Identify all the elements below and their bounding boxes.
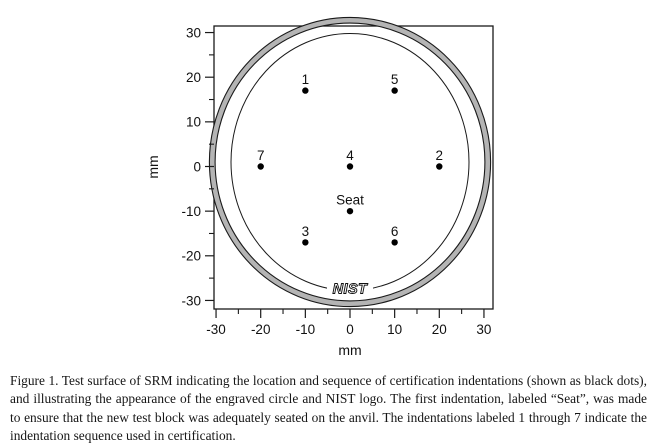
nist-logo-backing (327, 281, 373, 296)
x-tick-label: 10 (387, 322, 402, 337)
axis-tick-labels: -30 -20 -10 0 10 20 30 -30 -20 -10 0 10 20 30 (181, 25, 491, 337)
indentation-dot-2 (436, 163, 443, 170)
y-tick-label: -20 (181, 249, 201, 264)
indentation-dot-seat (346, 207, 354, 215)
x-tick-label: 30 (476, 322, 491, 337)
indentation-label-3: 3 (302, 224, 310, 239)
indentation-dot-6 (391, 239, 398, 246)
indentation-dot-5 (391, 87, 398, 94)
indentation-label-7: 7 (257, 148, 265, 163)
figure-caption: Figure 1. Test surface of SRM indicating… (10, 373, 647, 444)
indentation-dot-1 (302, 87, 309, 94)
indentation-dot-7 (257, 163, 264, 170)
y-tick-label: 10 (186, 115, 201, 130)
y-tick-label: 30 (186, 25, 201, 40)
x-tick-label: 0 (346, 322, 354, 337)
y-tick-label: -10 (181, 204, 201, 219)
indentation-label-5: 5 (391, 72, 399, 87)
x-tick-label: -20 (251, 322, 271, 337)
nist-logo-text: NIST (333, 282, 368, 298)
indentation-label-2: 2 (436, 148, 444, 163)
x-tick-label: 20 (432, 322, 447, 337)
x-axis-label: mm (338, 342, 361, 358)
indentation-dot-4 (346, 163, 354, 170)
y-tick-label: -30 (181, 293, 201, 308)
figure-plot-area: -30 -20 -10 0 10 20 30 -30 -20 -10 0 10 20 30 1 2 3 4 5 6 7… (145, 16, 494, 358)
indentation-points: 1 2 3 4 5 6 7 Seat (257, 72, 443, 246)
indentation-label-4: 4 (346, 148, 354, 163)
y-tick-label: 0 (193, 159, 201, 174)
y-tick-label: 20 (186, 70, 201, 85)
x-tick-label: -30 (206, 322, 226, 337)
indentation-dot-3 (302, 239, 309, 246)
y-axis-label: mm (145, 155, 161, 178)
indentation-label-1: 1 (302, 72, 310, 87)
srm-test-surface-plot: -30 -20 -10 0 10 20 30 -30 -20 -10 0 10 20 30 1 2 3 4 5 6 7… (145, 16, 494, 358)
indentation-label-seat: Seat (336, 193, 364, 208)
test-block-outer-ring (208, 16, 492, 308)
indentation-label-6: 6 (391, 224, 399, 239)
axis-ticks (205, 31, 485, 318)
x-tick-label: -10 (296, 322, 316, 337)
nist-logo: NIST (327, 281, 373, 298)
